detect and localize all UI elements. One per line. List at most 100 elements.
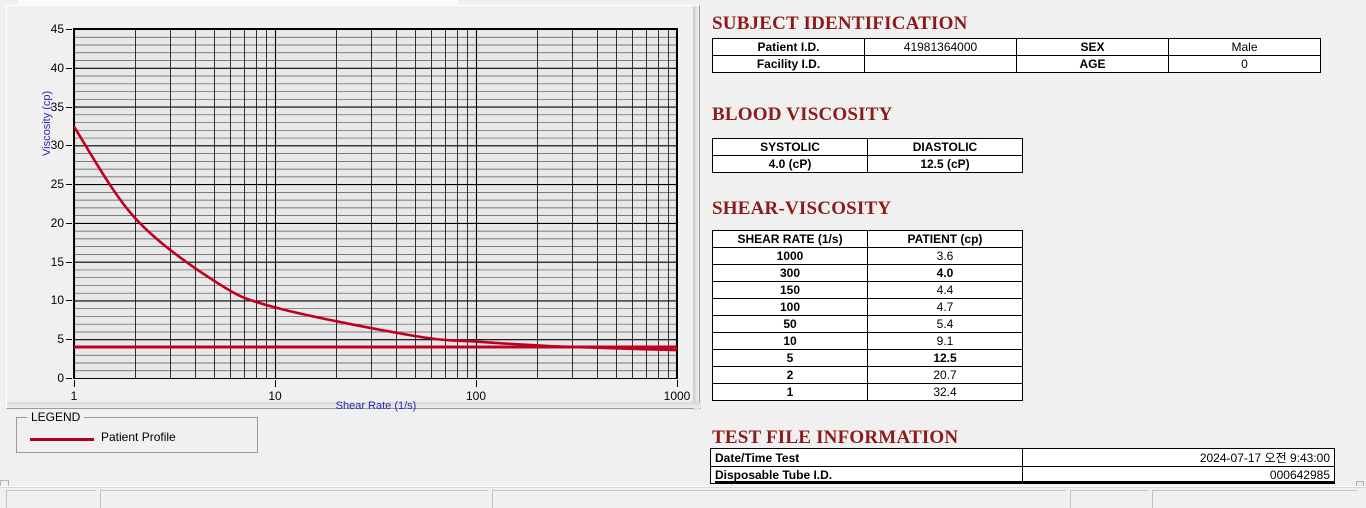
- bv-header-systolic: SYSTOLIC: [712, 138, 868, 156]
- sv-cell-shear-rate: 100: [712, 298, 868, 316]
- sv-cell-shear-rate: 2: [712, 366, 868, 384]
- status-bar-segment-1: [6, 490, 96, 508]
- subject-label-age: AGE: [1016, 55, 1169, 73]
- shear-viscosity-title: SHEAR-VISCOSITY: [712, 198, 892, 219]
- y-axis-tick-label: 25: [50, 177, 64, 192]
- y-axis-tick-mark: [66, 339, 72, 341]
- subject-identification-title: SUBJECT IDENTIFICATION: [712, 13, 968, 34]
- x-axis-title: Shear Rate (1/s): [335, 400, 417, 412]
- sv-cell-patient-viscosity: 9.1: [867, 332, 1023, 350]
- table-header-row: SHEAR RATE (1/s) PATIENT (cp): [712, 230, 1023, 248]
- tf-value-tube-id: 000642985: [1022, 466, 1335, 484]
- bv-value-diastolic: 12.5 (cP): [867, 155, 1023, 173]
- y-axis-tick-label: 5: [57, 332, 64, 347]
- y-axis-ticks: 0 5 10 15 20 25 30 35 40 45: [7, 6, 73, 384]
- chart-panel: Viscosity (cp) 0 5 10 15 20 25 30 35 40 45 1 10 100…: [6, 5, 701, 412]
- sv-cell-shear-rate: 50: [712, 315, 868, 333]
- blood-viscosity-table: SYSTOLIC DIASTOLIC 4.0 (cP) 12.5 (cP): [712, 138, 1023, 173]
- x-axis-tick-mark: [677, 380, 678, 387]
- table-row: Date/Time Test 2024-07-17 오전 9:43:00: [710, 448, 1335, 467]
- x-axis-tick-label: 1000: [663, 389, 691, 403]
- status-bar-segment-5: [1152, 490, 1357, 508]
- chart-legend: LEGEND Patient Profile: [16, 410, 258, 453]
- legend-label-patient-profile: Patient Profile: [101, 430, 176, 444]
- sv-header-patient: PATIENT (cp): [867, 230, 1023, 248]
- table-row: 5 12.5: [712, 349, 1023, 367]
- sv-cell-shear-rate: 10: [712, 332, 868, 350]
- status-bar-segment-3: [492, 490, 1066, 508]
- legend-title: LEGEND: [27, 410, 85, 424]
- subject-identification-table: Patient I.D. 41981364000 SEX Male Facili…: [712, 38, 1321, 73]
- sv-header-shear-rate: SHEAR RATE (1/s): [712, 230, 868, 248]
- y-axis-tick-mark: [66, 300, 72, 302]
- sv-cell-shear-rate: 1: [712, 383, 868, 401]
- panel-right-shadow: [693, 6, 699, 410]
- subject-value-sex[interactable]: Male: [1168, 38, 1321, 56]
- x-axis-tick-mark: [74, 380, 75, 387]
- status-bar-segment-2: [100, 490, 488, 508]
- tf-value-datetime: 2024-07-17 오전 9:43:00: [1022, 448, 1335, 467]
- y-axis-tick-label: 15: [50, 254, 64, 269]
- x-axis-tick-label: 100: [465, 389, 487, 403]
- y-axis-tick-mark: [66, 29, 72, 30]
- viscosity-curve-svg: [74, 29, 677, 378]
- y-axis-tick-label: 40: [50, 60, 64, 75]
- y-axis-tick-mark: [66, 106, 72, 108]
- table-row: Patient I.D. 41981364000 SEX Male: [712, 38, 1321, 56]
- sv-cell-patient-viscosity: 20.7: [867, 366, 1023, 384]
- plot-area: [73, 28, 678, 379]
- table-row: 150 4.4: [712, 281, 1023, 299]
- subject-value-patient-id[interactable]: 41981364000: [864, 38, 1017, 56]
- y-axis-tick-label: 45: [50, 22, 64, 36]
- table-row: 50 5.4: [712, 315, 1023, 333]
- table-row: Facility I.D. AGE 0: [712, 55, 1321, 73]
- y-axis-tick-label: 20: [50, 215, 64, 230]
- x-axis-tick-label: 1: [70, 389, 78, 403]
- subject-value-age[interactable]: 0: [1168, 55, 1321, 73]
- blood-viscosity-title: BLOOD VISCOSITY: [712, 104, 893, 125]
- sv-cell-patient-viscosity: 32.4: [867, 383, 1023, 401]
- panel-bottom-shadow: [7, 402, 701, 408]
- table-row: 1 32.4: [712, 383, 1023, 401]
- tf-label-tube-id: Disposable Tube I.D.: [710, 466, 1023, 484]
- status-bar-segment-4: [1070, 490, 1148, 508]
- table-row: 1000 3.6: [712, 247, 1023, 265]
- x-axis-ticks: 1 10 100 1000: [70, 380, 690, 404]
- sv-cell-patient-viscosity: 12.5: [867, 349, 1023, 367]
- sv-cell-shear-rate: 300: [712, 264, 868, 282]
- sv-cell-shear-rate: 150: [712, 281, 868, 299]
- table-row: 2 20.7: [712, 366, 1023, 384]
- x-axis-tick-label: 10: [268, 389, 282, 403]
- test-file-information-title: TEST FILE INFORMATION: [712, 427, 959, 448]
- bv-value-systolic: 4.0 (cP): [712, 155, 868, 173]
- y-axis-tick-label: 10: [50, 293, 64, 308]
- x-axis-tick-mark: [476, 380, 477, 387]
- tf-label-datetime: Date/Time Test: [710, 448, 1023, 467]
- table-row: SYSTOLIC DIASTOLIC: [712, 138, 1023, 156]
- report-side: SUBJECT IDENTIFICATION Patient I.D. 4198…: [710, 0, 1366, 484]
- status-bar-top-divider: [0, 487, 1366, 488]
- y-axis-tick-mark: [66, 145, 72, 147]
- status-bar: [0, 486, 1366, 508]
- sv-cell-patient-viscosity: 3.6: [867, 247, 1023, 265]
- subject-value-facility-id[interactable]: [864, 55, 1017, 73]
- shear-viscosity-table: SHEAR RATE (1/s) PATIENT (cp) 1000 3.6 300…: [712, 230, 1023, 401]
- subject-label-facility-id: Facility I.D.: [712, 55, 865, 73]
- bv-header-diastolic: DIASTOLIC: [867, 138, 1023, 156]
- table-row: Disposable Tube I.D. 000642985: [710, 466, 1335, 484]
- y-axis-tick-mark: [66, 184, 72, 186]
- sv-cell-patient-viscosity: 4.4: [867, 281, 1023, 299]
- table-row: 4.0 (cP) 12.5 (cP): [712, 155, 1023, 173]
- y-axis-tick-mark: [66, 222, 72, 224]
- y-axis-tick-mark: [66, 378, 72, 379]
- window-chrome-highlight: [18, 0, 458, 5]
- sv-cell-shear-rate: 5: [712, 349, 868, 367]
- table-row: 100 4.7: [712, 298, 1023, 316]
- y-axis-tick-mark: [66, 261, 72, 263]
- legend-swatch-patient-profile: [30, 438, 94, 441]
- y-axis-tick-mark: [66, 67, 72, 69]
- test-file-information-table: Date/Time Test 2024-07-17 오전 9:43:00 Dis…: [710, 448, 1335, 484]
- table-row: 300 4.0: [712, 264, 1023, 282]
- x-axis-tick-mark: [275, 380, 276, 387]
- window-top-strip: [0, 0, 1366, 7]
